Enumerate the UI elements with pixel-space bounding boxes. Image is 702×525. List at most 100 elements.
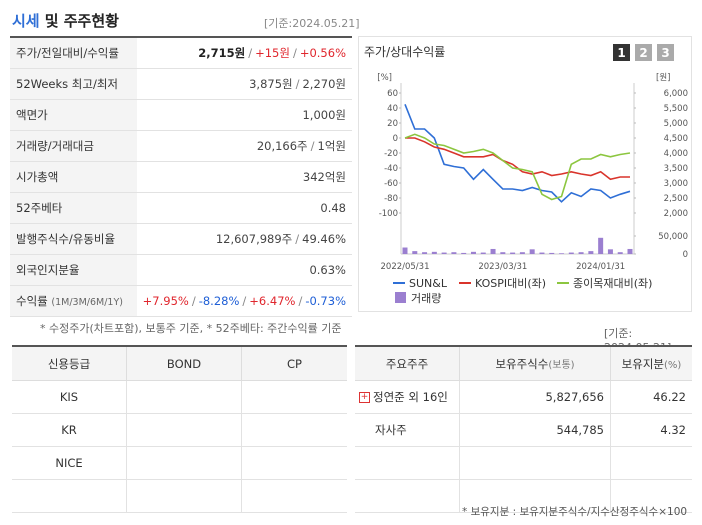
value: -8.28% xyxy=(198,294,240,308)
label-text: 거래량/거래대금 xyxy=(16,139,94,153)
y-tick-label: 40 xyxy=(387,104,398,114)
price-table: 주가/전일대비/수익률 2,715원 / +15원 / +0.56% 52Weeks 최고/… xyxy=(10,36,352,317)
row: 시가총액 342억원 xyxy=(10,161,352,193)
volume-bar xyxy=(568,252,574,254)
cell xyxy=(355,446,460,480)
row: 액면가 1,000원 xyxy=(10,99,352,131)
row-value: 2,715원 / +15원 / +0.56% xyxy=(136,37,352,69)
y2-tick-label: 3,500 xyxy=(664,164,688,174)
holder-note: * 보유지분 : 보유지분주식수/지수산정주식수×100 xyxy=(462,506,688,518)
cell xyxy=(241,380,347,414)
cell: 5,827,656 xyxy=(459,380,611,414)
cell xyxy=(355,479,460,513)
y-tick-label: -40 xyxy=(384,164,398,174)
chart-title: 주가/상대수익률 xyxy=(364,45,445,59)
row: 거래량/거래대금 20,166주/1억원 xyxy=(10,130,352,162)
cell xyxy=(241,479,347,513)
volume-bar xyxy=(451,252,457,254)
cell xyxy=(126,413,242,447)
volume-bar xyxy=(441,252,447,254)
tab-button[interactable] xyxy=(635,44,652,61)
row: 52주베타 0.48 xyxy=(10,192,352,224)
volume-bar xyxy=(402,247,408,254)
cell: + 정연준 외 16인 xyxy=(355,380,460,414)
label-text: 주가/전일대비/수익률 xyxy=(16,46,119,60)
volume-bar xyxy=(490,248,496,254)
row-value: 1,000원 xyxy=(136,99,352,131)
cell xyxy=(241,446,347,480)
value: 49.46% xyxy=(302,232,346,246)
value: 12,607,989주 xyxy=(215,232,293,246)
legend-label: 종이목재대비(좌) xyxy=(573,277,652,290)
tab-label[interactable]: 1 xyxy=(617,46,625,60)
series-line xyxy=(404,133,631,201)
label-text: 외국인지분율 xyxy=(16,263,80,277)
panel-border xyxy=(358,36,692,312)
cell xyxy=(126,446,242,480)
cell xyxy=(459,479,611,513)
row: 자사주 544,785 4.32 xyxy=(355,413,692,447)
volume-bar xyxy=(549,252,555,254)
volume-bar xyxy=(617,252,623,254)
y2-tick-label: 5,000 xyxy=(664,119,688,129)
volume-bar xyxy=(607,249,613,254)
value: +0.56% xyxy=(299,46,346,60)
header-cell: 보유지분(%) xyxy=(610,346,692,381)
y2-tick-label: 3,000 xyxy=(664,179,688,189)
row-value: 0.63% xyxy=(136,254,352,286)
header-note: (%) xyxy=(664,359,682,371)
cell: KR xyxy=(12,413,127,447)
cell xyxy=(126,479,242,513)
x-tick-label: 2022/05/31 xyxy=(381,262,430,272)
separator: / xyxy=(295,77,300,91)
volume-bar xyxy=(510,252,516,254)
axis-unit: [원] xyxy=(656,73,670,83)
value: 1,000원 xyxy=(302,108,346,122)
volume-bar xyxy=(480,252,486,254)
row-label: 외국인지분율 xyxy=(10,254,137,286)
tab-label[interactable]: 2 xyxy=(639,46,647,60)
volume-bar xyxy=(627,248,633,254)
row: 52Weeks 최고/최저 3,875원/2,270원 xyxy=(10,68,352,100)
separator: / xyxy=(310,139,315,153)
row-label: 52주베타 xyxy=(10,192,137,224)
cell: 4.32 xyxy=(610,413,692,447)
tab-label[interactable]: 3 xyxy=(661,46,669,60)
tab-button[interactable] xyxy=(613,44,630,61)
expand-icon[interactable]: + xyxy=(359,392,370,403)
row xyxy=(355,479,692,513)
volume-bar xyxy=(422,252,428,254)
tab-button[interactable] xyxy=(657,44,674,61)
volume-bar xyxy=(588,251,594,254)
separator: / xyxy=(248,46,253,60)
legend-label: SUN&L xyxy=(409,277,448,290)
label-text: 시가총액 xyxy=(16,170,59,184)
value: 20,166주 xyxy=(256,139,308,153)
label-text: 52주베타 xyxy=(16,201,63,215)
row: KIS xyxy=(12,380,347,414)
row-value: 0.48 xyxy=(136,192,352,224)
header-cell: 신용등급 xyxy=(12,346,127,381)
header-note: (보통) xyxy=(548,359,575,371)
y-tick-label: -60 xyxy=(384,179,398,189)
cell: KIS xyxy=(12,380,127,414)
cell xyxy=(610,446,692,480)
value: -0.73% xyxy=(305,294,346,308)
title-rest: 및 주주현황 xyxy=(44,12,119,30)
value: 1억원 xyxy=(317,139,346,153)
credit-table: 신용등급 BOND CP KIS KR NICE xyxy=(12,345,347,513)
volume-bar xyxy=(431,251,437,254)
y-tick-label: -80 xyxy=(384,194,398,204)
volume-tick-label: 50,000 xyxy=(658,232,688,242)
cell: NICE xyxy=(12,446,127,480)
value: 3,875원 xyxy=(249,77,293,91)
cell xyxy=(126,380,242,414)
y2-tick-label: 6,000 xyxy=(664,89,688,99)
row xyxy=(355,446,692,480)
volume-tick-label: 0 xyxy=(683,250,688,260)
row-label: 수익률 (1M/3M/6M/1Y) xyxy=(10,285,137,317)
value: +6.47% xyxy=(249,294,296,308)
cell: 46.22 xyxy=(610,380,692,414)
volume-bar xyxy=(559,253,565,254)
